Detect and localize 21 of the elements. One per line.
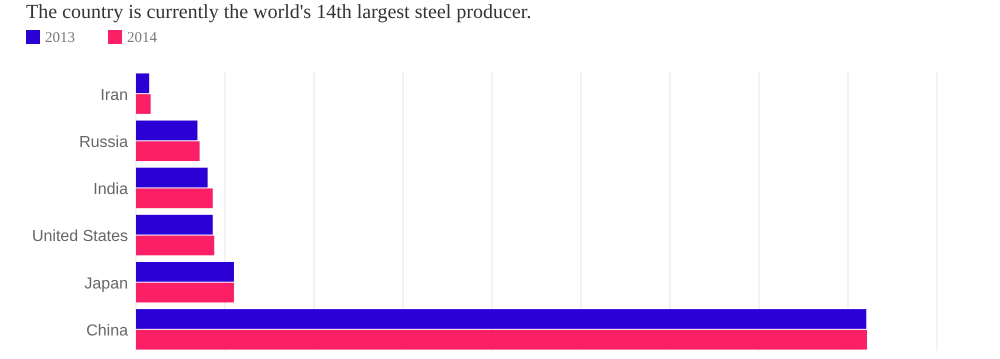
y-tick-label: Iran — [100, 86, 128, 104]
y-tick-label: China — [86, 322, 128, 340]
bar — [136, 168, 208, 188]
y-tick-label: India — [93, 181, 128, 198]
bar — [136, 330, 867, 350]
legend-label: 2013 — [45, 30, 75, 46]
bar — [136, 73, 150, 94]
bar — [136, 94, 151, 114]
bar — [136, 214, 213, 235]
chart-subtitle: The country is currently the world's 14th largest steel producer. — [26, 1, 532, 23]
legend-label: 2014 — [127, 30, 158, 46]
bar — [136, 262, 234, 282]
bar — [136, 141, 200, 162]
bar — [136, 188, 213, 208]
y-tick-label: United States — [32, 228, 128, 246]
bar — [136, 282, 234, 302]
y-tick-label: Russia — [79, 134, 128, 151]
bar — [136, 236, 214, 256]
y-tick-label: Japan — [84, 275, 128, 292]
bar — [136, 309, 866, 329]
bar — [136, 120, 198, 140]
